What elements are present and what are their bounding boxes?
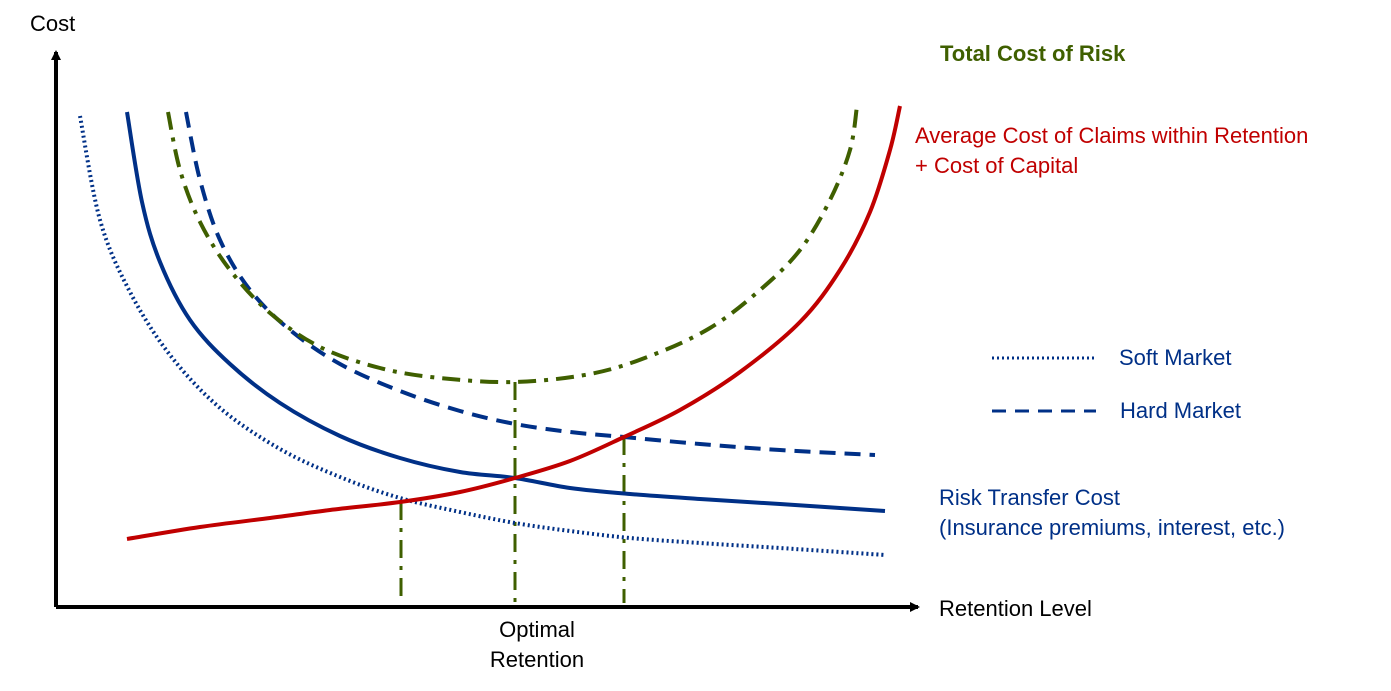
chart-title: Total Cost of Risk	[940, 41, 1126, 66]
legend	[992, 356, 1096, 413]
transfer-label-line1: Risk Transfer Cost	[939, 485, 1120, 510]
transfer-label-line2: (Insurance premiums, interest, etc.)	[939, 515, 1286, 540]
series-line-transfer-soft	[78, 115, 886, 557]
y-axis-label: Cost	[30, 11, 76, 36]
claims-label-line2: + Cost of Capital	[915, 153, 1079, 178]
optimal-retention-label-line2: Retention	[489, 647, 585, 672]
series-line-transfer-base	[125, 111, 886, 513]
drop-lines	[399, 382, 626, 603]
claims-label-line1: Average Cost of Claims within Retention	[915, 123, 1309, 148]
series-line-total-cost	[166, 105, 859, 385]
x-axis-label: Retention Level	[939, 596, 1092, 621]
series-line-transfer-hard	[184, 111, 876, 457]
series-layer	[78, 105, 902, 557]
legend-soft-market-label: Soft Market	[1119, 345, 1232, 370]
legend-hard-market-label: Hard Market	[1120, 398, 1242, 423]
optimal-retention-label-line1: Optimal	[499, 617, 575, 642]
series-line-claims-capital	[126, 105, 902, 541]
